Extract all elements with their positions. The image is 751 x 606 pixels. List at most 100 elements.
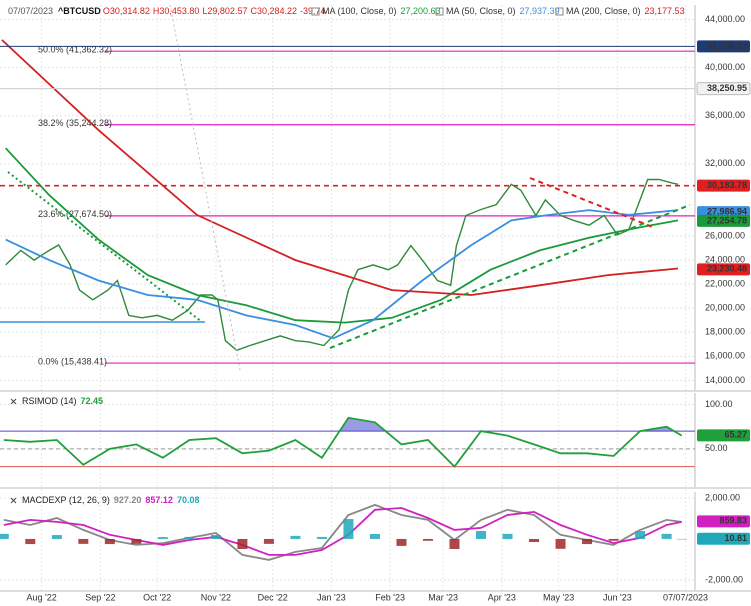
y-tick-label: 22,000.00 — [705, 279, 745, 289]
histogram-bar — [661, 533, 672, 539]
header-item: -39.74 — [300, 6, 326, 16]
x-tick-label: Nov '22 — [201, 592, 231, 602]
header-item: 07/07/2023 — [8, 6, 53, 16]
histogram-bar — [51, 535, 62, 539]
panel-header: RSIMOD (14) 72.45 — [22, 396, 103, 406]
x-tick-label: Apr '23 — [488, 592, 516, 602]
drawings — [0, 4, 691, 504]
fib-label: 50.0% (41,362.32) — [38, 45, 112, 55]
price-tag-label: 38,250.95 — [707, 83, 747, 93]
price-tag-label: 23,230.48 — [707, 264, 747, 274]
series-line — [5, 147, 679, 324]
histogram-bar — [502, 533, 513, 539]
histogram-bar — [210, 535, 221, 539]
y-tick-label: 18,000.00 — [705, 327, 745, 337]
histogram-bar — [676, 538, 687, 540]
histogram-bar — [369, 534, 380, 539]
y-tick-label: 40,000.00 — [705, 62, 745, 72]
header-item: 70.08 — [177, 495, 200, 505]
drawing-line — [169, 4, 241, 371]
y-tick-label: 14,000.00 — [705, 375, 745, 385]
series-line — [1, 39, 679, 296]
header-item: 927.20 — [114, 495, 142, 505]
legend-swatch — [311, 7, 320, 16]
histogram-bar — [0, 533, 9, 539]
price-tag-label: 30,183.78 — [707, 180, 747, 190]
histogram-bar — [104, 538, 115, 545]
price-tag-label: 27,254.78 — [707, 215, 747, 225]
y-tick-label: -2,000.00 — [705, 574, 743, 584]
price-tag-label: 10.81 — [724, 533, 747, 543]
x-tick-label: Sep '22 — [85, 592, 115, 602]
x-tick-label: Jun '23 — [603, 592, 632, 602]
legend-swatch — [555, 7, 564, 16]
price-tag-label: 41,758.83 — [707, 41, 747, 51]
header-item: MACDEXP (12, 26, 9) — [22, 495, 110, 505]
header-item: ^BTCUSD — [58, 6, 101, 16]
legend-swatch — [435, 7, 444, 16]
legend-entry: MA (100, Close, 0) 27,200.63 — [322, 6, 441, 16]
price-tag — [697, 179, 750, 192]
x-tick-label: Mar '23 — [428, 592, 458, 602]
price-tag-label: 27,986.94 — [707, 206, 747, 216]
trendline — [7, 171, 203, 323]
header-item: MA (100, Close, 0) — [322, 6, 397, 16]
header-item: 27,937.39 — [520, 6, 560, 16]
histogram-bar — [157, 537, 168, 539]
price-tag — [697, 263, 750, 276]
y-tick-label: 44,000.00 — [705, 14, 745, 24]
x-tick-label: Dec '22 — [258, 592, 288, 602]
histogram-bar — [635, 530, 646, 539]
y-tick-label: 36,000.00 — [705, 110, 745, 120]
histogram-bar — [555, 538, 566, 549]
band-fill — [3, 417, 682, 432]
close-icon — [10, 398, 17, 504]
x-tick-label: Feb '23 — [375, 592, 405, 602]
histogram-bar — [25, 538, 36, 545]
legend-entry: MA (200, Close, 0) 23,177.53 — [566, 6, 685, 16]
histogram-bar — [263, 538, 274, 544]
histogram-bar — [422, 538, 433, 541]
histogram-bar — [396, 538, 407, 546]
y-tick-label: 2,000.00 — [705, 492, 740, 502]
series-line — [5, 178, 679, 352]
price-tag-label: 65.27 — [724, 430, 747, 440]
fib-label: 23.6% (27,674.50) — [38, 209, 112, 219]
price-tag — [697, 429, 750, 442]
header-item: O30,314.82 — [103, 6, 150, 16]
series-line — [5, 209, 679, 340]
histogram-bar — [343, 519, 354, 539]
x-tick-label: Aug '22 — [27, 592, 57, 602]
fib-label: 0.0% (15,438.41) — [38, 356, 107, 366]
header-item: RSIMOD (14) — [22, 396, 77, 406]
y-tick-label: 20,000.00 — [705, 303, 745, 313]
histogram-bar — [131, 538, 142, 544]
trendline — [329, 204, 691, 349]
y-tick-label: 32,000.00 — [705, 158, 745, 168]
series-line — [3, 416, 683, 468]
histogram-bar — [608, 538, 619, 541]
histogram-bar — [78, 538, 89, 544]
series-line — [3, 503, 682, 561]
x-tick-label: Jan '23 — [317, 592, 346, 602]
price-tag — [697, 214, 750, 227]
histogram-bar — [184, 536, 195, 539]
histogram-bar — [582, 538, 593, 545]
header-item: C30,284.22 — [250, 6, 297, 16]
price-tag — [697, 515, 750, 528]
header-item: 72.45 — [81, 396, 104, 406]
y-tick-label: 100.00 — [705, 399, 733, 409]
histogram-bar — [449, 538, 460, 549]
histogram-bar — [290, 535, 301, 539]
price-tag — [697, 532, 750, 545]
x-tick-label: Oct '22 — [143, 592, 171, 602]
series-line — [3, 507, 682, 556]
y-tick-label: 24,000.00 — [705, 254, 745, 264]
header-item: 857.12 — [145, 495, 173, 505]
y-tick-label: 26,000.00 — [705, 230, 745, 240]
price-tag — [696, 82, 751, 96]
histogram-bar — [237, 538, 248, 549]
header-item: MA (50, Close, 0) — [446, 6, 516, 16]
panel-header: MACDEXP (12, 26, 9) 927.20 857.12 70.08 — [22, 495, 199, 505]
